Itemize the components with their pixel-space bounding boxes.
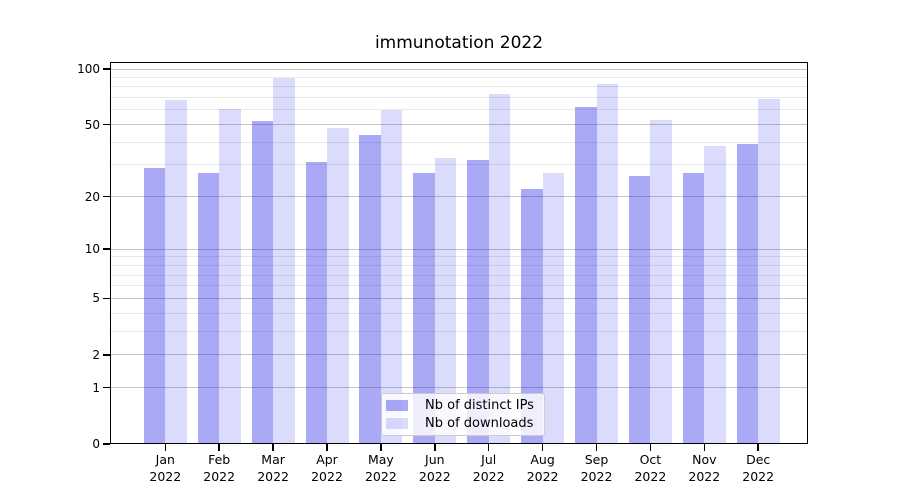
gridline-minor-7 [110, 274, 808, 276]
gridline-major-20 [110, 196, 808, 198]
x-tick-label-aug: Aug 2022 [526, 452, 559, 484]
gridline-minor-60 [110, 109, 808, 111]
gridline-major-50 [110, 124, 808, 126]
bar-oct-downloads [650, 119, 672, 444]
x-tick-label-dec: Dec 2022 [742, 452, 775, 484]
x-tick-sep [595, 444, 598, 451]
gridline-minor-6 [110, 285, 808, 287]
x-tick-apr [326, 444, 328, 451]
bar-sep-distinct-ips [575, 107, 597, 444]
x-tick-feb [218, 444, 220, 451]
x-tick-jan [164, 444, 167, 451]
bar-nov-distinct-ips [682, 173, 705, 444]
bar-dec-distinct-ips [736, 144, 759, 444]
gridline-minor-90 [110, 76, 808, 78]
y-tick-label-100: 100 [77, 61, 100, 76]
gridline-minor-40 [110, 141, 808, 143]
x-tick-oct [649, 444, 652, 451]
gridline-minor-9 [110, 256, 808, 258]
x-tick-may [380, 444, 382, 451]
x-tick-dec [757, 444, 759, 451]
legend-label-distinct-ips: Nb of distinct IPs [425, 397, 534, 413]
bar-aug-distinct-ips [521, 189, 543, 444]
bar-apr-downloads [327, 127, 349, 444]
bar-jun-distinct-ips [413, 173, 435, 444]
y-tick-label-1: 1 [92, 380, 100, 395]
x-tick-label-feb: Feb 2022 [203, 452, 236, 484]
bar-aug-downloads [542, 173, 565, 444]
legend-swatch-downloads [386, 418, 408, 430]
y-tick-0 [103, 443, 110, 445]
bar-jul-distinct-ips [467, 159, 489, 444]
bar-apr-distinct-ips [305, 162, 327, 444]
x-tick-jun [434, 444, 436, 451]
legend: Nb of distinct IPs Nb of downloads [381, 393, 545, 436]
y-tick-50 [103, 123, 110, 126]
x-tick-label-nov: Nov 2022 [688, 452, 721, 484]
y-tick-5 [103, 297, 110, 300]
y-tick-20 [103, 195, 110, 198]
x-tick-nov [703, 444, 706, 451]
gridline-major-2 [110, 354, 808, 356]
bar-jun-downloads [434, 157, 457, 444]
gridline-major-1 [110, 387, 808, 389]
bar-jul-downloads [488, 94, 511, 444]
gridline-major-10 [110, 248, 808, 250]
bar-oct-distinct-ips [628, 176, 651, 444]
x-tick-label-oct: Oct 2022 [634, 452, 667, 484]
y-tick-label-50: 50 [84, 117, 100, 132]
bar-sep-downloads [596, 84, 618, 444]
bar-jan-downloads [165, 100, 187, 444]
x-tick-label-may: May 2022 [364, 452, 397, 484]
y-tick-label-5: 5 [92, 291, 100, 306]
bar-mar-distinct-ips [251, 121, 274, 444]
x-tick-label-apr: Apr 2022 [311, 452, 343, 484]
y-tick-label-2: 2 [92, 347, 100, 362]
bar-may-distinct-ips [359, 134, 381, 444]
x-tick-label-mar: Mar 2022 [257, 452, 289, 484]
y-tick-label-20: 20 [84, 189, 100, 204]
bar-may-downloads [380, 110, 403, 444]
y-tick-10 [103, 248, 110, 250]
plot-area [110, 62, 808, 444]
gridline-minor-4 [110, 312, 808, 314]
y-tick-label-10: 10 [84, 242, 100, 257]
gridline-major-100 [110, 68, 808, 70]
bar-mar-downloads [273, 78, 295, 444]
y-tick-2 [103, 353, 110, 356]
gridline-minor-30 [110, 164, 808, 166]
x-tick-label-jul: Jul 2022 [472, 452, 505, 484]
gridline-minor-80 [110, 86, 808, 88]
gridline-minor-8 [110, 264, 808, 266]
y-tick-1 [103, 386, 110, 389]
bar-feb-distinct-ips [197, 173, 220, 444]
bar-feb-downloads [219, 108, 241, 444]
legend-item-downloads: Nb of downloads [386, 416, 544, 431]
chart-title: immunotation 2022 [374, 33, 544, 53]
y-tick-100 [103, 68, 110, 70]
bar-nov-downloads [704, 146, 726, 444]
gridline-minor-3 [110, 330, 808, 332]
legend-item-distinct-ips: Nb of distinct IPs [386, 398, 544, 413]
x-tick-aug [541, 444, 544, 451]
bar-dec-downloads [758, 98, 780, 444]
x-tick-label-jan: Jan 2022 [149, 452, 182, 484]
legend-label-downloads: Nb of downloads [425, 416, 534, 432]
gridline-major-5 [110, 297, 808, 299]
legend-swatch-distinct-ips [386, 399, 408, 411]
y-tick-label-0: 0 [92, 437, 100, 451]
x-tick-label-jun: Jun 2022 [418, 452, 451, 484]
bar-jan-distinct-ips [143, 167, 166, 444]
gridline-minor-70 [110, 97, 808, 99]
x-tick-mar [272, 444, 274, 451]
x-tick-label-sep: Sep 2022 [580, 452, 613, 484]
x-tick-jul [487, 444, 490, 451]
